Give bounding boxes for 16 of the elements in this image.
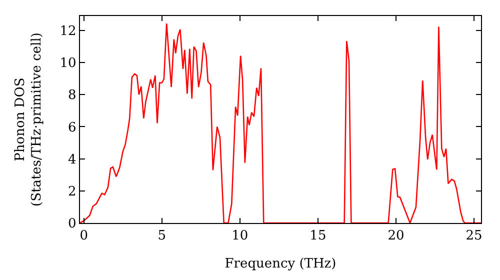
y-tick-label: 0: [68, 216, 76, 232]
x-tick-label: 10: [232, 228, 248, 244]
x-tick-label: 5: [158, 228, 166, 244]
x-tick-label: 25: [466, 228, 482, 244]
x-tick-label: 0: [80, 228, 88, 244]
y-tick-label: 6: [68, 120, 76, 136]
x-tick-label: 20: [388, 228, 404, 244]
y-axis-title: Phonon DOS (States/THz·primitive cell): [12, 32, 45, 207]
y-tick-label: 2: [68, 184, 76, 200]
line-series: [80, 22, 481, 223]
x-tick-label: 15: [310, 228, 326, 244]
y-tick-label: 4: [68, 152, 76, 168]
y-tick-label: 10: [60, 56, 76, 72]
x-axis-title: Frequency (THz): [224, 256, 336, 272]
y-tick-label: 8: [68, 88, 76, 104]
y-tick-label: 12: [60, 24, 76, 39]
